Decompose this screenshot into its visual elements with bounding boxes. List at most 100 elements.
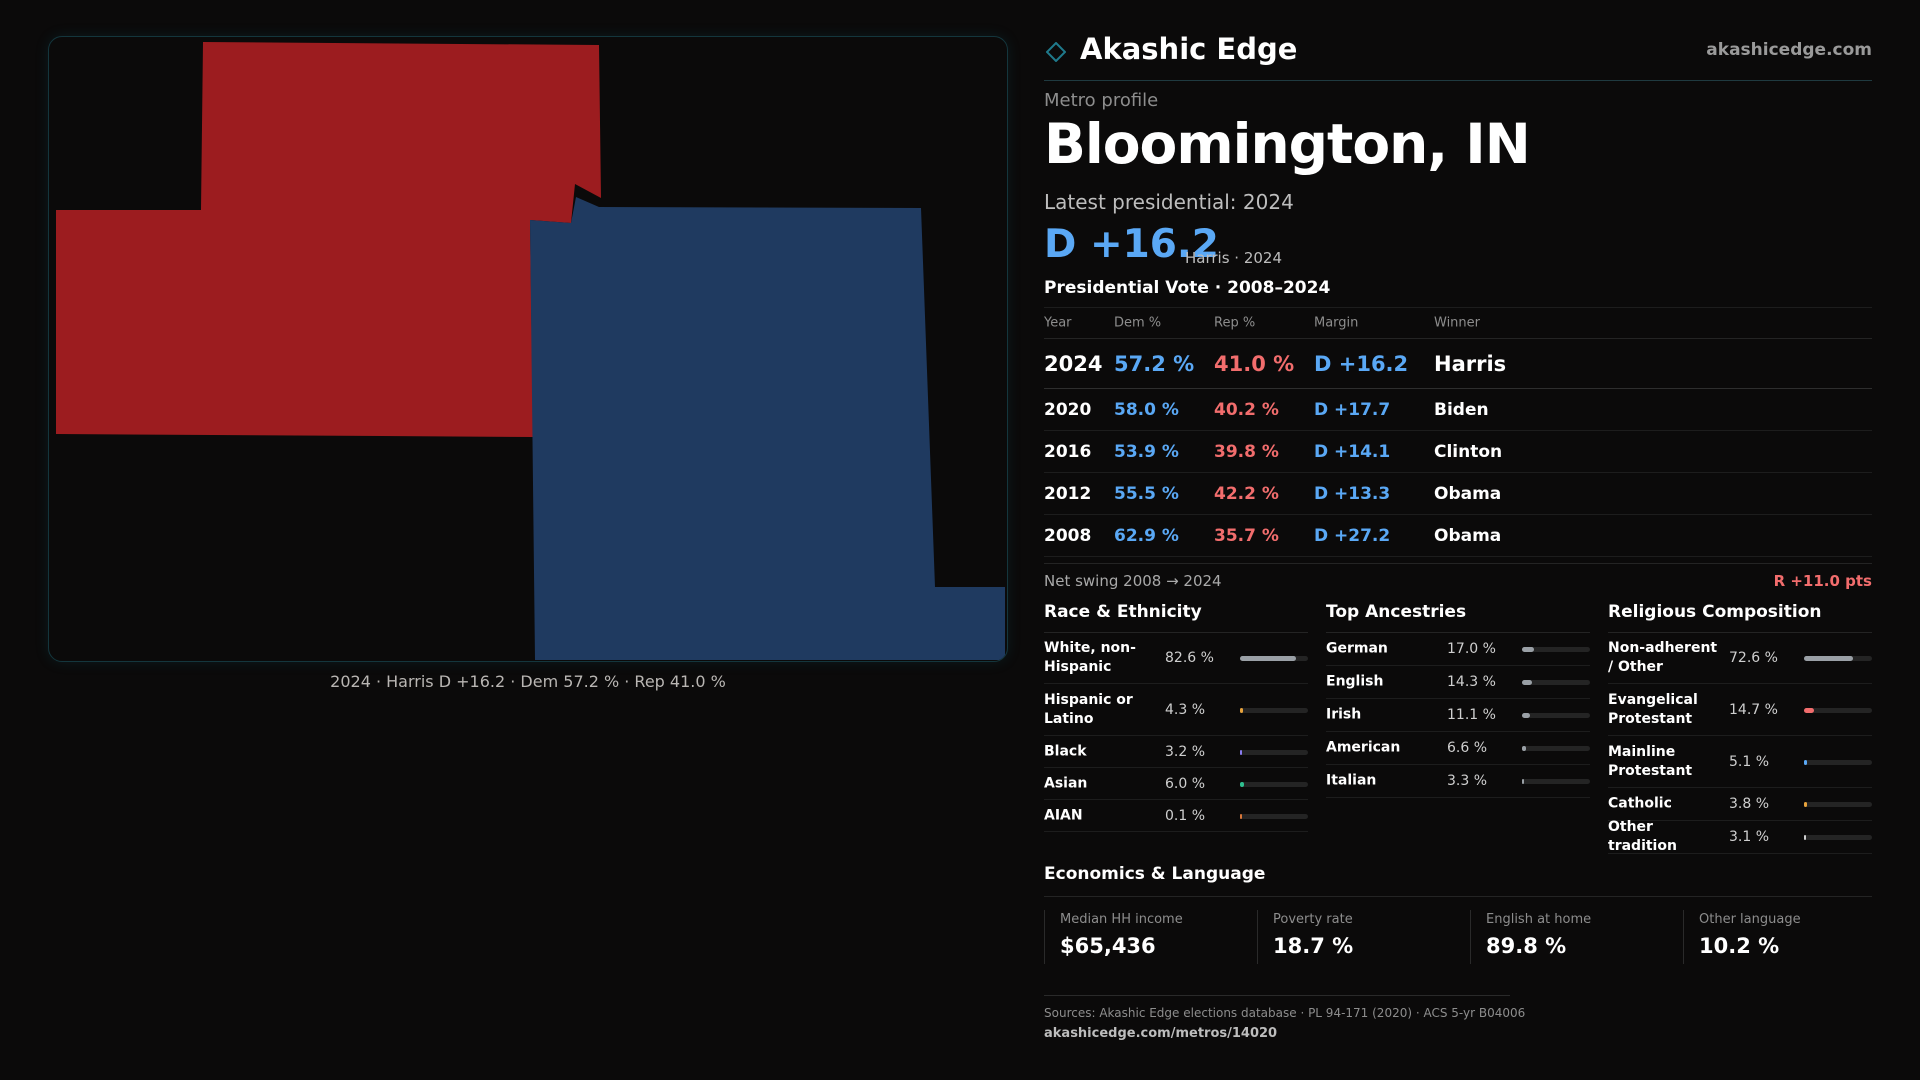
race-row: Asian 6.0 % xyxy=(1044,768,1308,800)
ancestry-bar-fill xyxy=(1522,713,1530,718)
religion-value: 3.1 % xyxy=(1729,829,1770,845)
ancestry-row: Italian 3.3 % xyxy=(1326,765,1590,798)
race-value: 4.3 % xyxy=(1165,701,1206,718)
race-title: Race & Ethnicity xyxy=(1044,602,1308,633)
cell-dem: 57.2 % xyxy=(1114,351,1195,376)
race-value: 6.0 % xyxy=(1165,775,1206,792)
religion-label: Evangelical Protestant xyxy=(1608,691,1698,727)
race-bar xyxy=(1240,781,1308,787)
map-caption: 2024 · Harris D +16.2 · Dem 57.2 % · Rep… xyxy=(330,672,726,691)
county-dem[interactable] xyxy=(530,197,1005,660)
cell-rep: 39.8 % xyxy=(1214,441,1279,462)
cell-winner: Clinton xyxy=(1434,441,1503,462)
religion-bar-fill xyxy=(1804,835,1807,840)
ancestry-value: 3.3 % xyxy=(1447,773,1488,789)
religion-bar xyxy=(1804,656,1872,661)
cell-winner: Harris xyxy=(1434,351,1507,376)
race-value: 0.1 % xyxy=(1165,807,1206,824)
religion-row: Other tradition 3.1 % xyxy=(1608,819,1872,854)
ancestry-bar-fill xyxy=(1522,647,1534,652)
swing-label: Net swing 2008 → 2024 xyxy=(1044,572,1222,590)
ancestry-label: Irish xyxy=(1326,706,1362,723)
latest-sub: Harris · 2024 xyxy=(1185,249,1283,267)
race-bar-fill xyxy=(1240,781,1245,787)
header-rep: Rep % xyxy=(1214,315,1256,331)
header-dem: Dem % xyxy=(1114,315,1162,331)
religion-bar-fill xyxy=(1804,656,1854,661)
race-bar-fill xyxy=(1240,749,1243,755)
ancestry-bar-fill xyxy=(1522,746,1527,751)
ancestry-bar-fill xyxy=(1522,680,1532,685)
religion-label: Mainline Protestant xyxy=(1608,743,1693,779)
cell-margin: D +27.2 xyxy=(1314,525,1391,546)
cell-winner: Obama xyxy=(1434,483,1502,504)
race-label: Hispanic or Latino xyxy=(1044,691,1133,727)
religion-value: 5.1 % xyxy=(1729,753,1770,770)
ancestry-value: 6.6 % xyxy=(1447,740,1488,756)
religion-section: Religious Composition Non-adherent / Oth… xyxy=(1608,602,1872,854)
race-bar xyxy=(1240,749,1308,755)
ancestry-row: American 6.6 % xyxy=(1326,732,1590,765)
ancestry-bar xyxy=(1522,779,1590,784)
econ-label: English at home xyxy=(1486,912,1592,927)
sources-note: Sources: Akashic Edge elections database… xyxy=(1044,1006,1526,1020)
cell-dem: 53.9 % xyxy=(1114,441,1179,462)
religion-value: 14.7 % xyxy=(1729,701,1778,718)
econ-label: Median HH income xyxy=(1060,912,1183,927)
race-row: Black 3.2 % xyxy=(1044,736,1308,768)
econ-stat: English at home 89.8 % xyxy=(1470,910,1671,964)
swing-value: R +11.0 pts xyxy=(1773,572,1872,590)
ancestry-bar-fill xyxy=(1522,779,1525,784)
religion-row: Mainline Protestant 5.1 % xyxy=(1608,736,1872,788)
cell-year: 2008 xyxy=(1044,525,1092,546)
cell-margin: D +14.1 xyxy=(1314,441,1391,462)
cell-year: 2020 xyxy=(1044,399,1092,420)
econ-stat: Other language 10.2 % xyxy=(1683,910,1884,964)
race-bar xyxy=(1240,656,1308,661)
vote-table: Year Dem % Rep % Margin Winner 2024 57.2… xyxy=(1044,307,1872,557)
metro-map[interactable] xyxy=(48,36,1008,662)
race-bar xyxy=(1240,707,1308,713)
ancestry-row: Irish 11.1 % xyxy=(1326,699,1590,732)
county-rep[interactable] xyxy=(56,42,601,437)
cell-winner: Obama xyxy=(1434,525,1502,546)
religion-bar xyxy=(1804,759,1872,765)
race-bar-fill xyxy=(1240,813,1242,819)
religion-label: Catholic xyxy=(1608,795,1672,812)
race-label: White, non-Hispanic xyxy=(1044,640,1136,675)
ancestry-label: German xyxy=(1326,640,1388,657)
cell-year: 2024 xyxy=(1044,351,1103,376)
race-label: Black xyxy=(1044,743,1087,759)
ancestry-value: 14.3 % xyxy=(1447,674,1496,690)
cell-rep: 40.2 % xyxy=(1214,399,1279,420)
footer-link[interactable]: akashicedge.com/metros/14020 xyxy=(1044,1026,1278,1041)
econ-stat: Poverty rate 18.7 % xyxy=(1257,910,1458,964)
religion-bar xyxy=(1804,802,1872,807)
race-value: 82.6 % xyxy=(1165,650,1214,666)
brand-name: Akashic Edge xyxy=(1080,32,1298,66)
ancestry-title: Top Ancestries xyxy=(1326,602,1590,633)
religion-label: Other tradition xyxy=(1608,819,1677,854)
header-margin: Margin xyxy=(1314,315,1359,331)
cell-year: 2016 xyxy=(1044,441,1092,462)
ancestry-value: 11.1 % xyxy=(1447,707,1496,723)
latest-label: Latest presidential: 2024 xyxy=(1044,190,1294,214)
race-row: White, non-Hispanic 82.6 % xyxy=(1044,633,1308,684)
religion-bar-fill xyxy=(1804,707,1814,713)
race-row: Hispanic or Latino 4.3 % xyxy=(1044,684,1308,736)
cell-rep: 35.7 % xyxy=(1214,525,1279,546)
table-row: 2016 53.9 % 39.8 % D +14.1 Clinton xyxy=(1044,431,1872,473)
vote-table-title: Presidential Vote · 2008–2024 xyxy=(1044,278,1331,298)
ancestry-bar xyxy=(1522,746,1590,751)
ancestry-label: Italian xyxy=(1326,772,1377,789)
site-link[interactable]: akashicedge.com xyxy=(1706,40,1872,60)
econ-value: 18.7 % xyxy=(1273,934,1354,958)
ancestry-row: German 17.0 % xyxy=(1326,633,1590,666)
cell-rep: 42.2 % xyxy=(1214,483,1279,504)
religion-title: Religious Composition xyxy=(1608,602,1872,633)
econ-value: 89.8 % xyxy=(1486,934,1567,958)
econ-value: $65,436 xyxy=(1060,934,1156,958)
religion-row: Catholic 3.8 % xyxy=(1608,788,1872,821)
table-row: 2012 55.5 % 42.2 % D +13.3 Obama xyxy=(1044,473,1872,515)
race-bar-fill xyxy=(1240,707,1243,713)
